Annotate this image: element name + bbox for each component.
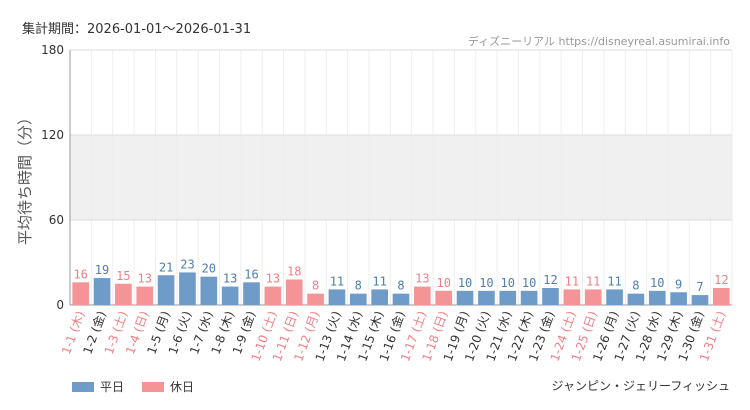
data-label: 11: [330, 274, 344, 288]
legend-item-weekday: 平日: [72, 378, 124, 395]
bar: [563, 289, 581, 305]
bar: [221, 286, 239, 305]
y-tick-label: 60: [49, 213, 64, 227]
bar: [349, 293, 367, 305]
bar: [499, 290, 517, 305]
bar: [542, 288, 559, 305]
bar: [456, 290, 474, 305]
bar: [670, 292, 687, 305]
bars: [72, 272, 730, 305]
bar: [136, 286, 154, 305]
bar: [435, 290, 453, 305]
data-label: 10: [501, 276, 515, 290]
data-label: 15: [116, 269, 130, 283]
data-label: 11: [607, 274, 621, 288]
data-label: 13: [415, 272, 429, 286]
legend-label-weekday: 平日: [100, 380, 125, 394]
data-label: 8: [312, 279, 319, 293]
bar: [200, 276, 218, 305]
attraction-name: ジャンピン・ジェリーフィッシュ: [551, 379, 730, 393]
data-label: 10: [458, 276, 472, 290]
bar: [93, 278, 111, 305]
bar: [179, 272, 196, 305]
data-label: 16: [244, 267, 258, 281]
bar: [648, 290, 666, 305]
data-label: 16: [73, 267, 87, 281]
legend: 平日 休日: [72, 378, 194, 395]
data-label: 9: [675, 277, 682, 291]
bar: [712, 288, 730, 305]
data-label: 20: [202, 262, 216, 276]
data-label: 13: [266, 272, 280, 286]
data-label: 8: [632, 279, 639, 293]
y-tick-label: 180: [41, 43, 64, 57]
data-label: 18: [287, 265, 301, 279]
data-label: 23: [180, 257, 194, 271]
data-label: 8: [397, 279, 404, 293]
data-label: 13: [223, 272, 237, 286]
period-label: 集計期間：2026-01-01〜2026-01-31: [22, 22, 252, 37]
bar: [243, 282, 260, 305]
bar: [328, 289, 346, 305]
data-label: 11: [372, 274, 386, 288]
data-label: 8: [355, 279, 362, 293]
data-label: 19: [95, 263, 109, 277]
data-label: 11: [565, 274, 579, 288]
data-label: 21: [159, 260, 173, 274]
legend-swatch-holiday: [142, 381, 165, 392]
data-label: 12: [543, 273, 557, 287]
bar: [72, 282, 90, 305]
data-label: 11: [586, 274, 600, 288]
bar: [606, 289, 623, 305]
bar: [371, 289, 388, 305]
bar: [157, 275, 175, 305]
data-label: 13: [138, 272, 152, 286]
bar: [691, 295, 709, 305]
target-band: [70, 135, 732, 220]
bar: [520, 290, 538, 305]
bar: [627, 293, 645, 305]
y-tick-label: 120: [41, 128, 64, 142]
bar: [478, 290, 495, 305]
data-label: 7: [696, 280, 703, 294]
legend-label-holiday: 休日: [170, 380, 195, 394]
bar: [307, 293, 324, 305]
legend-swatch-weekday: [72, 381, 94, 392]
bar: [115, 283, 132, 305]
bar: [285, 279, 303, 305]
data-label: 10: [436, 276, 450, 290]
y-tick-labels: 0 60 120 180: [41, 43, 64, 312]
bar: [264, 286, 282, 305]
y-tick-label: 0: [56, 298, 64, 312]
source-watermark: ディズニーリアル https://disneyreal.asumirai.inf…: [467, 35, 730, 48]
data-label: 10: [650, 276, 664, 290]
legend-item-holiday: 休日: [142, 378, 194, 395]
value-labels: 16 19 15 13 21 23 20 13 16 13 18 8 11 8 11 8 13 10 10 10 10 1…: [73, 257, 728, 294]
bar: [414, 286, 431, 305]
bar: [584, 289, 602, 305]
data-label: 12: [714, 273, 728, 287]
bar: [392, 293, 410, 305]
y-axis-label: 平均待ち時間（分）: [16, 110, 34, 245]
data-label: 10: [522, 276, 536, 290]
grid-lines: [69, 49, 733, 306]
x-tick-labels: 1-1 (木)1-2 (金)1-3 (土)1-4 (日)1-5 (月)1-6 (…: [59, 309, 728, 363]
data-label: 10: [479, 276, 493, 290]
